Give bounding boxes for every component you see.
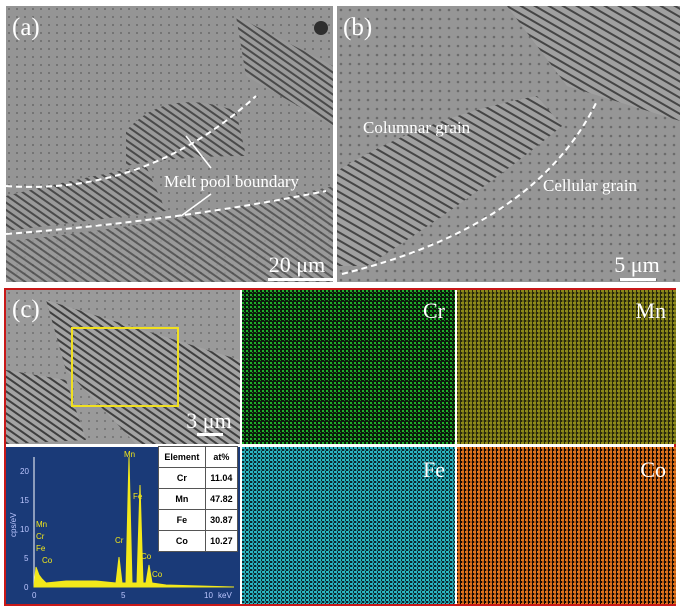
eds-peak-label: Co xyxy=(152,570,163,579)
panel-c-texture xyxy=(6,290,240,444)
mn-map-texture xyxy=(457,290,676,444)
panel-b-label: (b) xyxy=(343,14,373,41)
table-cell: 30.87 xyxy=(204,509,239,531)
eds-peak-label: Co xyxy=(42,556,53,565)
co-map: Co xyxy=(457,447,676,604)
panel-c-sem-image: (c) 3 μm xyxy=(6,290,240,444)
eds-ytick-15: 15 xyxy=(20,496,29,505)
table-header-cell: Element xyxy=(158,446,206,468)
table-cell: 11.04 xyxy=(204,467,239,489)
panel-b-scale-bar xyxy=(620,278,656,281)
panel-c-scale-bar xyxy=(197,433,223,436)
mn-map: Mn xyxy=(457,290,676,444)
panel-a-scale-bar xyxy=(268,278,333,281)
mn-map-label: Mn xyxy=(635,298,666,323)
table-cell: Co xyxy=(158,530,206,552)
eds-xtick-0: 0 xyxy=(32,591,37,600)
panel-b-texture xyxy=(337,6,680,282)
cellular-grain-label: Cellular grain xyxy=(543,176,637,195)
co-map-texture xyxy=(457,447,676,604)
eds-spectrum-curve xyxy=(33,456,235,588)
table-row: Mn 47.82 xyxy=(158,488,239,510)
panel-a-sem-image: (a) Melt pool boundary 20 μm xyxy=(6,6,333,282)
eds-xtick-10: 10 xyxy=(204,591,213,600)
cr-map-texture xyxy=(242,290,455,444)
eds-peak-label: Cr xyxy=(115,536,124,545)
eds-peak-label: Mn xyxy=(124,450,135,459)
table-row: Cr 11.04 xyxy=(158,467,239,489)
eds-peak-label: Fe xyxy=(133,492,143,501)
cr-map: Cr xyxy=(242,290,455,444)
table-header-row: Element at% xyxy=(158,446,239,468)
panel-a-label: (a) xyxy=(12,14,40,41)
panel-a-scale-label: 20 μm xyxy=(268,252,326,277)
table-cell: Mn xyxy=(158,488,206,510)
fe-map: Fe xyxy=(242,447,455,604)
composition-table: Element at% Cr 11.04 Mn 47.82 Fe 30.87 C… xyxy=(158,446,239,552)
panel-b-scale-label: 5 μm xyxy=(614,252,660,277)
eds-ytick-0: 0 xyxy=(24,583,29,592)
eds-ytick-10: 10 xyxy=(20,525,29,534)
fe-map-texture xyxy=(242,447,455,604)
eds-ytick-20: 20 xyxy=(20,467,29,476)
eds-peak-label: Mn xyxy=(36,520,47,529)
eds-xtick-5: 5 xyxy=(121,591,126,600)
cr-map-label: Cr xyxy=(423,298,445,323)
eds-peak-label: Co xyxy=(141,552,152,561)
eds-ylabel: cps/eV xyxy=(9,512,18,537)
panel-a-texture xyxy=(6,6,333,282)
table-row: Fe 30.87 xyxy=(158,509,239,531)
co-map-label: Co xyxy=(640,457,666,482)
eds-spectrum-plot: 0 5 10 15 20 0 5 10 keV cps/eV Mn Cr Fe … xyxy=(9,450,235,600)
table-cell: 47.82 xyxy=(204,488,239,510)
table-header-cell: at% xyxy=(204,446,239,468)
panel-b-sem-image: (b) Columnar grain Cellular grain 5 μm xyxy=(337,6,680,282)
table-cell: 10.27 xyxy=(204,530,239,552)
fe-map-label: Fe xyxy=(423,457,445,482)
table-row: Co 10.27 xyxy=(158,530,239,552)
eds-ytick-5: 5 xyxy=(24,554,29,563)
eds-xlabel: keV xyxy=(218,591,232,600)
panel-c-label: (c) xyxy=(12,296,40,323)
table-cell: Cr xyxy=(158,467,206,489)
columnar-grain-label: Columnar grain xyxy=(363,118,471,137)
eds-peak-label: Fe xyxy=(36,544,46,553)
panel-c-scale-label: 3 μm xyxy=(186,408,232,433)
eds-peak-label: Cr xyxy=(36,532,45,541)
table-cell: Fe xyxy=(158,509,206,531)
melt-pool-boundary-label: Melt pool boundary xyxy=(164,172,300,191)
